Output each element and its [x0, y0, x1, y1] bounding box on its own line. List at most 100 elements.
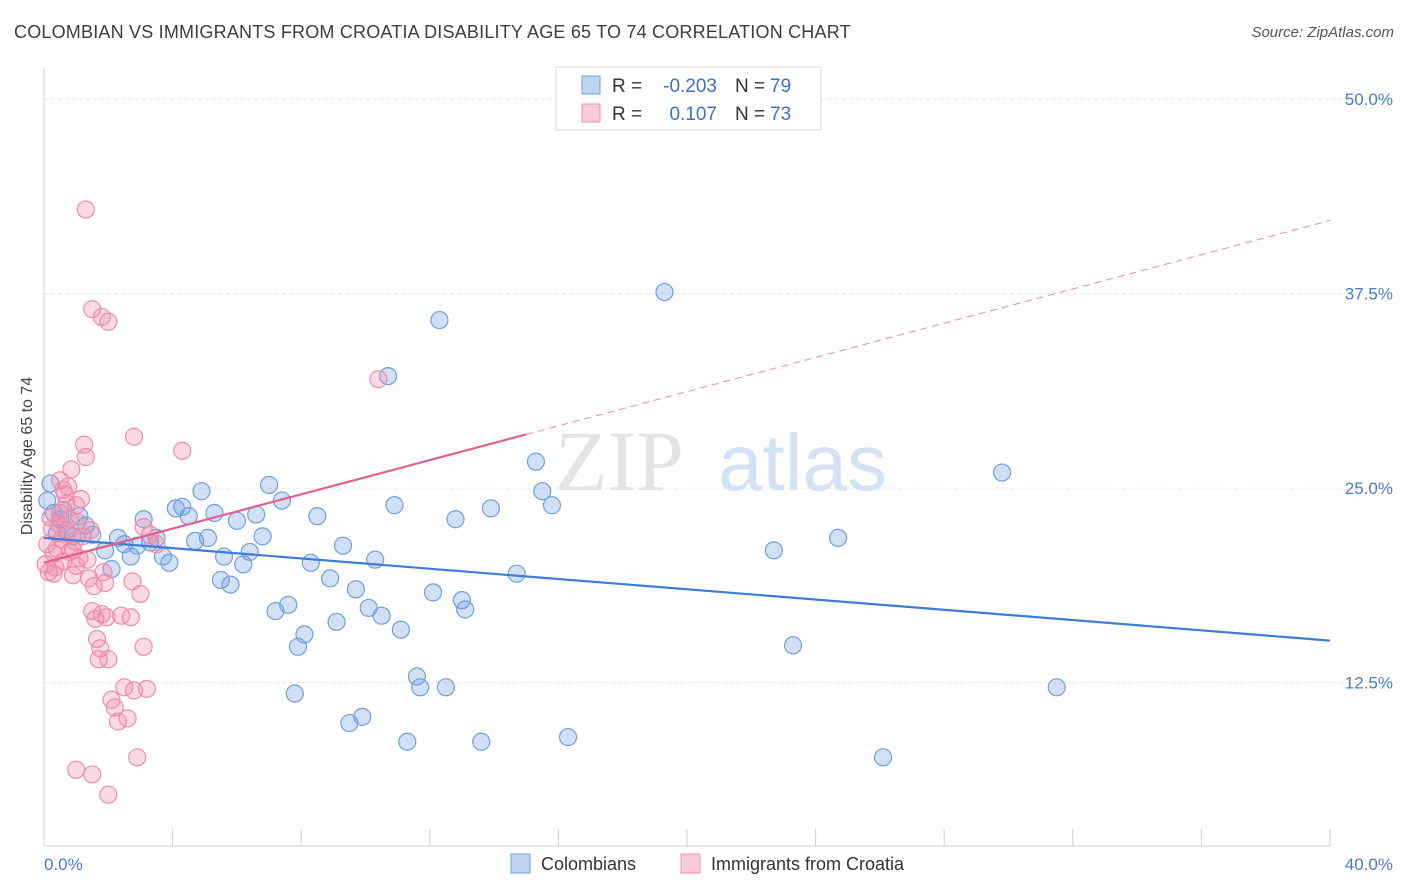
series-colombians — [38, 282, 1066, 767]
y-tick-label: 50.0% — [1345, 90, 1393, 109]
data-point-croatia — [108, 712, 128, 731]
data-point-croatia — [147, 535, 166, 554]
data-point-croatia — [115, 678, 134, 697]
data-point-croatia — [81, 521, 100, 540]
series-croatia — [36, 200, 388, 804]
bottom-legend: Colombians Immigrants from Croatia — [510, 853, 905, 874]
bottom-legend-label-croatia: Immigrants from Croatia — [711, 854, 905, 874]
legend-r-value-croatia: 0.107 — [669, 104, 717, 125]
data-point-colombians — [829, 528, 848, 548]
watermark-zip: ZIP — [555, 413, 684, 509]
y-tick-labels: 12.5% 25.0% 37.5% 50.0% — [1345, 90, 1393, 693]
bottom-legend-swatch-croatia — [680, 853, 701, 874]
data-point-colombians — [308, 507, 327, 526]
data-point-colombians — [385, 496, 404, 515]
data-point-colombians — [411, 678, 430, 697]
data-point-croatia — [83, 300, 102, 319]
data-point-croatia — [105, 698, 124, 717]
data-point-colombians — [173, 497, 192, 516]
data-point-colombians — [764, 541, 783, 560]
data-point-colombians — [655, 282, 674, 302]
data-point-colombians — [436, 678, 455, 697]
data-point-colombians — [279, 595, 298, 614]
legend-r-label: R = — [612, 76, 642, 97]
data-point-croatia — [83, 765, 102, 784]
data-point-croatia — [50, 503, 70, 523]
trend-line-croatia-projection — [526, 220, 1331, 435]
data-point-colombians — [533, 482, 552, 501]
data-point-colombians — [507, 564, 526, 583]
watermark: ZIP atlas — [555, 413, 887, 509]
y-tick-label: 25.0% — [1345, 479, 1393, 498]
data-point-colombians — [542, 496, 562, 515]
x-ticks — [43, 829, 1331, 846]
data-point-croatia — [76, 447, 95, 467]
data-point-croatia — [67, 556, 86, 576]
data-point-colombians — [874, 748, 893, 767]
legend-n-value-colombians: 79 — [770, 76, 791, 97]
gridlines — [44, 98, 1393, 684]
data-point-colombians — [526, 452, 545, 471]
data-point-colombians — [481, 499, 500, 518]
legend-r-value-colombians: -0.203 — [663, 76, 717, 97]
data-point-colombians — [211, 570, 230, 590]
bottom-legend-label-colombians: Colombians — [541, 854, 636, 874]
data-point-colombians — [160, 553, 179, 572]
data-point-croatia — [134, 637, 153, 656]
data-point-colombians — [407, 667, 427, 686]
chart-title: COLOMBIAN VS IMMIGRANTS FROM CROATIA DIS… — [14, 22, 851, 42]
data-point-croatia — [97, 608, 116, 627]
source-label: Source: ZipAtlas.com — [1251, 24, 1394, 41]
data-point-croatia — [137, 679, 156, 698]
data-point-croatia — [124, 427, 144, 446]
data-point-colombians — [372, 606, 391, 625]
watermark-atlas: atlas — [718, 418, 887, 507]
data-point-croatia — [60, 510, 79, 529]
data-point-colombians — [378, 366, 398, 386]
data-point-colombians — [333, 536, 353, 555]
data-point-croatia — [62, 460, 81, 479]
stats-legend: R = -0.203 N = 79 R = 0.107 N = 73 — [555, 66, 822, 131]
data-point-colombians — [391, 620, 410, 639]
data-point-colombians — [198, 528, 218, 548]
data-point-croatia — [173, 441, 192, 460]
data-point-colombians — [783, 636, 803, 655]
bottom-legend-swatch-colombians — [510, 853, 531, 874]
legend-swatch-croatia — [581, 103, 601, 123]
legend-n-value-croatia: 73 — [770, 104, 791, 125]
data-point-croatia — [67, 760, 86, 779]
data-point-croatia — [128, 748, 147, 767]
data-point-croatia — [118, 709, 137, 728]
data-point-colombians — [1047, 678, 1066, 697]
data-point-croatia — [95, 573, 115, 593]
data-point-colombians — [259, 475, 279, 495]
data-point-colombians — [134, 510, 153, 529]
trend-line-croatia — [43, 433, 527, 564]
data-point-colombians — [301, 553, 320, 572]
data-point-colombians — [327, 612, 346, 632]
data-point-colombians — [430, 310, 449, 330]
y-tick-label: 12.5% — [1345, 674, 1393, 693]
data-point-croatia — [71, 489, 91, 509]
data-point-colombians — [227, 511, 246, 530]
data-point-croatia — [84, 577, 103, 596]
data-point-colombians — [221, 575, 240, 594]
data-point-colombians — [240, 542, 259, 562]
trend-line-colombians — [43, 536, 1331, 642]
data-point-croatia — [44, 564, 63, 583]
y-tick-label: 37.5% — [1345, 285, 1393, 304]
data-point-croatia — [92, 605, 111, 624]
data-point-croatia — [131, 584, 150, 604]
data-point-colombians — [992, 463, 1012, 482]
data-point-croatia — [99, 650, 118, 669]
data-point-croatia — [99, 785, 118, 804]
y-axis-label: Disability Age 65 to 74 — [19, 377, 36, 535]
data-point-colombians — [121, 547, 140, 566]
data-point-croatia — [76, 200, 95, 219]
data-point-colombians — [321, 569, 340, 588]
data-point-colombians — [192, 482, 211, 501]
data-point-colombians — [214, 547, 234, 566]
data-point-colombians — [423, 583, 443, 602]
data-point-colombians — [456, 600, 475, 619]
